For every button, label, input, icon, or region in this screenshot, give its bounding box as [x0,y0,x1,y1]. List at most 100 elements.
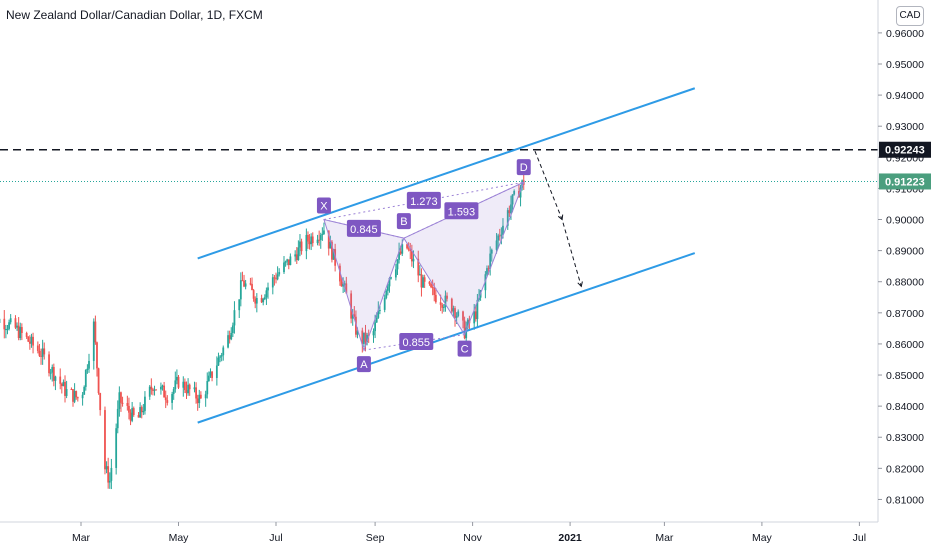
pattern-xab-triangle [323,218,405,352]
price-tick-label: 0.94000 [886,90,924,102]
candle-body [183,381,186,391]
candle-body [297,247,300,260]
candle-body [3,318,6,330]
candle-body [174,380,177,390]
candle-body [386,286,389,291]
candle-body [14,318,17,328]
price-tick-label: 0.85000 [886,370,924,382]
currency-button[interactable]: CAD [896,6,924,26]
candle-body [319,235,322,240]
price-tick-label: 0.95000 [886,59,924,71]
candle-body [262,299,265,303]
candle-body [378,309,381,311]
candle-body [265,290,268,298]
price-tick-label: 0.87000 [886,308,924,320]
candle-body [72,389,74,402]
candle-body [502,225,504,235]
candle-body [323,230,325,235]
candle-body [163,385,166,398]
candle-body [193,387,196,390]
pattern-point-label-bg [457,340,472,357]
candle-body [94,321,97,343]
candle-body [430,283,432,288]
candle-body [428,281,431,284]
candle-body [27,336,30,342]
candle-body [196,398,199,404]
candle-body [350,293,353,319]
candle-body [375,317,378,323]
candle-body [340,281,343,287]
candle-body [84,369,87,387]
candle-body [25,332,28,337]
price-tick-label: 0.86000 [886,339,924,351]
candle-body [70,389,73,391]
pattern-point-label: A [360,359,368,371]
candle-body [406,244,408,249]
candle-body [417,258,420,276]
candle-body [420,274,423,288]
candle-body [166,400,169,403]
candle-body [385,290,388,298]
candle-body [431,287,434,289]
candle-body [41,348,44,357]
chart-title: New Zealand Dollar/Canadian Dollar, 1D, … [6,8,263,22]
candle-body [500,234,503,236]
candle-body [377,310,380,318]
candle-body [233,310,236,326]
current-price-tag-bg [879,173,931,190]
candle-body [52,366,55,381]
pattern-ratio-label-bg [346,219,381,237]
pattern-point-label-bg [516,159,531,176]
candle-body [219,356,221,358]
candle-body [407,248,410,250]
candle-body [217,357,220,366]
candle-body [275,278,277,280]
candle-body [16,325,18,328]
candle-body [32,336,34,346]
time-tick-label: Jul [269,532,282,544]
candle-body [513,190,516,195]
candle-body [422,277,424,288]
candle-body [390,277,392,279]
time-tick-label: May [752,532,773,544]
candle-body [260,298,263,303]
candle-body [497,235,500,241]
candle-body [271,277,274,288]
candle-body [476,299,479,320]
candle-body [99,393,102,411]
resistance-price-tag-bg [879,141,931,158]
pattern-point-label: D [520,162,528,174]
candle-body [220,355,223,357]
candle-body [215,365,218,378]
candle-body [383,297,386,310]
candle-body [363,332,365,344]
candle-body [38,350,41,356]
candle-body [244,283,247,287]
candle-body [73,391,76,402]
current-price-tag: 0.91223 [885,176,925,188]
candle-body [353,314,356,317]
candle-body [364,332,367,343]
candle-body [142,410,145,413]
candle-body [439,302,442,305]
candle-body [286,259,289,262]
candle-body [207,375,210,382]
time-tick-label: Nov [463,532,482,544]
time-tick-label: Mar [72,532,91,544]
candle-body [195,387,197,399]
candle-body [331,241,333,260]
candle-body [104,410,106,470]
candle-body [466,319,469,328]
candle-body [329,241,332,249]
price-tick-label: 0.82000 [886,463,924,475]
candle-body [30,336,33,344]
candle-body [105,466,108,470]
candle-body [433,287,436,295]
candle-body [150,386,153,390]
candle-body [36,345,39,351]
candle-body [454,308,456,318]
candle-body [176,376,178,381]
candle-body [62,381,65,387]
